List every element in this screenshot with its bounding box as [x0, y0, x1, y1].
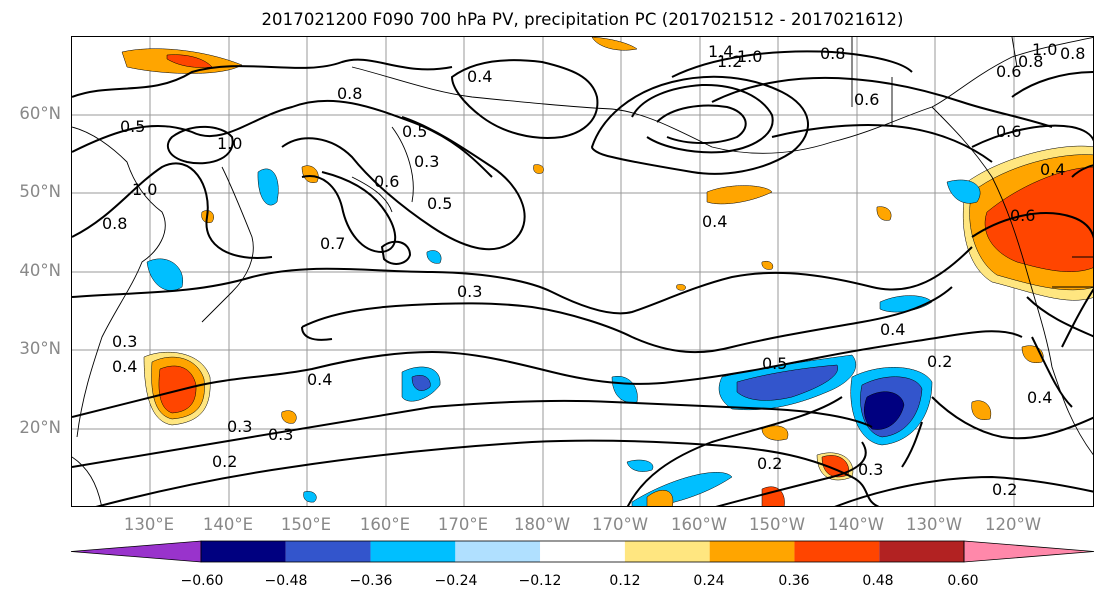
- colorbar-swatch: [624, 541, 710, 562]
- pv-contours: [72, 50, 1093, 506]
- contour-label: 1.0: [737, 47, 762, 66]
- colorbar-tick: −0.60: [180, 573, 224, 589]
- contour-label: 0.6: [854, 90, 879, 109]
- lon-label-140w: 140°W: [827, 515, 885, 534]
- lon-label-130w: 130°W: [905, 515, 963, 534]
- map-canvas: 1.4 1.2 1.0 0.8 0.8 0.6 0.8 1.0 0.4 0.8 …: [72, 37, 1093, 506]
- contour-label: 0.6: [996, 62, 1021, 81]
- contour-labels: 1.4 1.2 1.0 0.8 0.8 0.6 0.8 1.0 0.4 0.8 …: [102, 40, 1085, 499]
- lat-label-60: 60°N: [19, 104, 61, 123]
- contour-label: 0.6: [1010, 206, 1035, 225]
- colorbar-segments: [70, 540, 1095, 563]
- colorbar-swatch: [709, 541, 795, 562]
- contour-label: 0.3: [112, 332, 137, 351]
- colorbar-tick: −0.48: [264, 573, 308, 589]
- contour-label: 1.0: [1032, 40, 1057, 59]
- colorbar-extend-min: [70, 540, 202, 563]
- contour-label: 0.2: [992, 480, 1017, 499]
- contour-label: 0.5: [427, 194, 452, 213]
- colorbar-swatch: [455, 541, 541, 562]
- contour-label: 1.0: [217, 134, 242, 153]
- contour-label: 0.8: [337, 84, 362, 103]
- colorbar-swatch: [201, 541, 286, 562]
- lat-label-20: 20°N: [19, 418, 61, 437]
- contour-label: 0.3: [268, 425, 293, 444]
- contour-label: 0.8: [1060, 44, 1085, 63]
- contour-label: 0.4: [1027, 388, 1052, 407]
- colorbar-tick: 0.60: [947, 573, 979, 589]
- contour-label: 0.5: [762, 354, 787, 373]
- contour-label: 0.6: [374, 172, 399, 191]
- lon-label-170w: 170°W: [591, 515, 649, 534]
- lon-label-160w: 160°W: [670, 515, 728, 534]
- colorbar-frame: [200, 540, 965, 563]
- lon-label-130e: 130°E: [123, 515, 175, 534]
- contour-label: 0.8: [820, 44, 845, 63]
- contour-label: 0.4: [112, 357, 137, 376]
- map-title: 2017021200 F090 700 hPa PV, precipitatio…: [261, 10, 904, 29]
- contour-label: 0.5: [402, 122, 427, 141]
- contour-label: 0.2: [757, 454, 782, 473]
- contour-label: 1.0: [132, 180, 157, 199]
- colorbar-swatch: [879, 541, 964, 562]
- lon-label-170e: 170°E: [437, 515, 489, 534]
- contour-label: 0.4: [880, 320, 905, 339]
- map-panel: 1.4 1.2 1.0 0.8 0.8 0.6 0.8 1.0 0.4 0.8 …: [71, 36, 1094, 507]
- colorbar-tick: −0.12: [518, 573, 562, 589]
- lon-label-160e: 160°E: [359, 515, 411, 534]
- lon-label-120w: 120°W: [984, 515, 1042, 534]
- lon-label-180w: 180°W: [513, 515, 571, 534]
- lat-label-40: 40°N: [19, 261, 61, 280]
- contour-label: 0.7: [320, 234, 345, 253]
- colorbar-tick: 0.12: [609, 573, 641, 589]
- contour-label: 0.5: [120, 117, 145, 136]
- lon-label-140e: 140°E: [202, 515, 254, 534]
- contour-label: 0.8: [102, 214, 127, 233]
- contour-label: 0.6: [996, 122, 1021, 141]
- contour-label: 0.8: [1018, 52, 1043, 71]
- contour-label: 0.4: [702, 212, 727, 231]
- colorbar-tick: 0.24: [693, 573, 725, 589]
- contour-label: 0.4: [467, 67, 492, 86]
- colorbar-tick: −0.24: [434, 573, 478, 589]
- lon-label-150e: 150°E: [280, 515, 332, 534]
- contour-label: 0.3: [457, 282, 482, 301]
- colorbar-swatch: [370, 541, 456, 562]
- contour-label: 1.2: [717, 52, 742, 71]
- colorbar-tick: 0.48: [862, 573, 894, 589]
- colorbar-swatch: [285, 541, 371, 562]
- contour-label: 0.2: [212, 452, 237, 471]
- colorbar-swatch: [540, 541, 625, 562]
- colorbar-extend-max: [963, 540, 1095, 563]
- contour-label: 1.4: [708, 42, 733, 61]
- colorbar-swatch: [794, 541, 880, 562]
- colorbar-tick: 0.36: [778, 573, 810, 589]
- contour-label: 0.3: [414, 152, 439, 171]
- lat-label-50: 50°N: [19, 182, 61, 201]
- precip-shading: [121, 37, 1093, 506]
- contour-label: 0.3: [858, 460, 883, 479]
- contour-label: 0.4: [1040, 160, 1065, 179]
- lon-label-150w: 150°W: [748, 515, 806, 534]
- contour-label: 0.4: [307, 370, 332, 389]
- contour-label: 0.3: [227, 417, 252, 436]
- lat-label-30: 30°N: [19, 339, 61, 358]
- contour-label: 0.2: [927, 352, 952, 371]
- colorbar-tick: −0.36: [349, 573, 393, 589]
